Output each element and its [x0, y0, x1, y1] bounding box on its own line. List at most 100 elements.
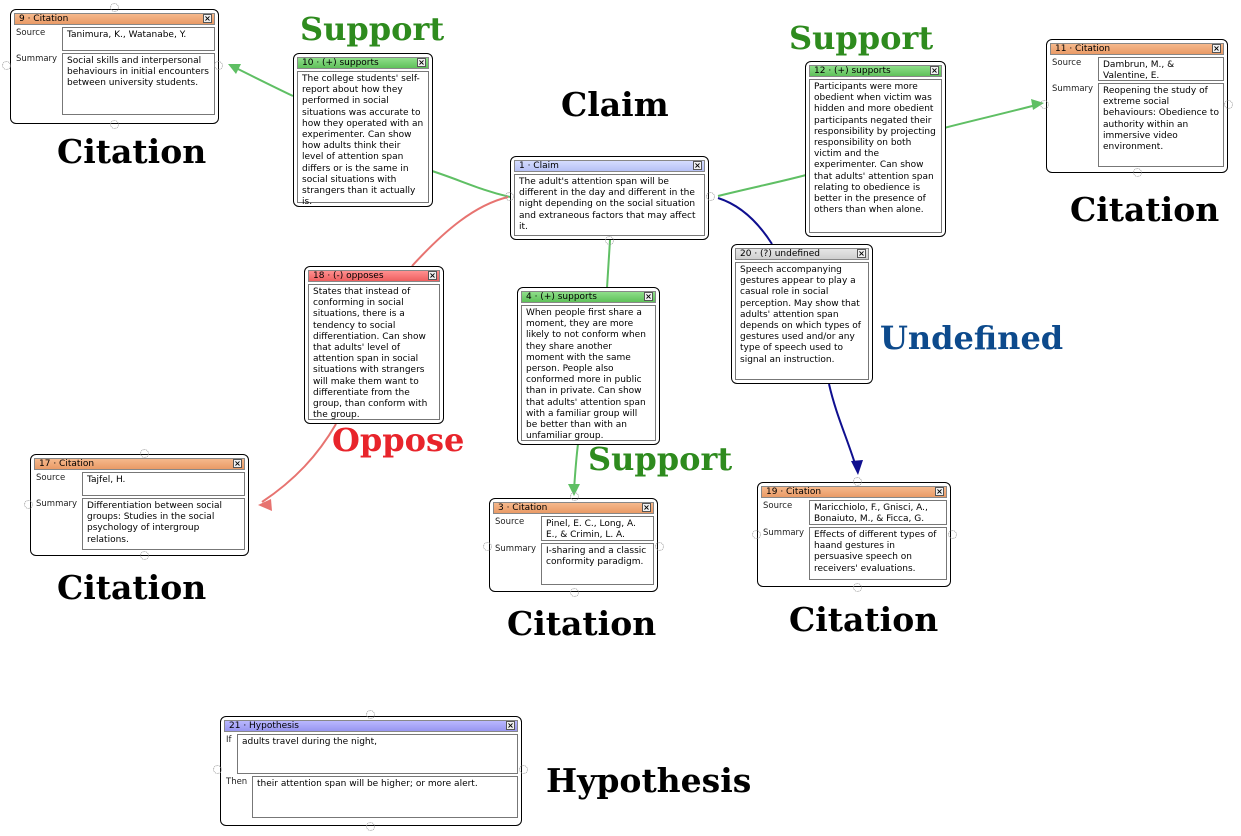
connector-handle-icon[interactable] — [366, 710, 375, 719]
node-header-1[interactable]: 1 · Claim × — [514, 160, 705, 172]
summary-field[interactable]: Differentiation between social groups: S… — [82, 498, 245, 550]
source-field[interactable]: Tanimura, K., Watanabe, Y. — [62, 27, 215, 51]
edge-support-4-to-3[interactable] — [573, 443, 579, 491]
claim-node-1[interactable]: 1 · Claim × The adult's attention span w… — [510, 156, 709, 240]
node-text-18[interactable]: States that instead of conforming in soc… — [308, 284, 440, 420]
node-header-20[interactable]: 20 · (?) undefined × — [735, 248, 869, 260]
citation-label: Citation — [57, 132, 207, 171]
node-header-19[interactable]: 19 · Citation × — [761, 486, 947, 498]
node-header-9[interactable]: 9 · Citation × — [14, 13, 215, 25]
claim-label: Claim — [561, 85, 669, 124]
connector-handle-icon[interactable] — [948, 530, 957, 539]
connector-handle-icon[interactable] — [853, 477, 862, 486]
connector-handle-icon[interactable] — [752, 530, 761, 539]
connector-handle-icon[interactable] — [24, 500, 33, 509]
support-node-10[interactable]: 10 · (+) supports × The college students… — [293, 53, 433, 207]
edge-undefined-1-to-20[interactable] — [717, 197, 773, 245]
edge-support-12-to-11[interactable] — [943, 103, 1041, 129]
close-icon[interactable]: × — [857, 249, 866, 258]
node-text-10[interactable]: The college students' self-report about … — [297, 71, 429, 207]
arrowhead-support-11 — [1031, 99, 1044, 110]
close-icon[interactable]: × — [417, 58, 426, 67]
support-node-4[interactable]: 4 · (+) supports × When people first sha… — [517, 287, 660, 445]
close-icon[interactable]: × — [644, 292, 653, 301]
source-field[interactable]: Dambrun, M., & Valentine, E. — [1098, 57, 1224, 81]
close-icon[interactable]: × — [935, 487, 944, 496]
node-header-21[interactable]: 21 · Hypothesis × — [224, 720, 518, 732]
summary-label: Summary — [1052, 84, 1094, 94]
summary-field[interactable]: Reopening the study of extreme social be… — [1098, 83, 1224, 167]
citation-node-19[interactable]: 19 · Citation × Source Maricchiolo, F., … — [757, 482, 951, 587]
edge-undefined-20-to-19[interactable] — [828, 383, 858, 471]
close-icon[interactable]: × — [203, 14, 212, 23]
close-icon[interactable]: × — [642, 503, 651, 512]
hypothesis-node-21[interactable]: 21 · Hypothesis × If adults travel durin… — [220, 716, 522, 826]
support-node-12[interactable]: 12 · (+) supports × Participants were mo… — [805, 61, 946, 237]
connector-handle-icon[interactable] — [483, 542, 492, 551]
close-icon[interactable]: × — [428, 271, 437, 280]
edge-support-10-to-9[interactable] — [231, 65, 294, 97]
undefined-node-20[interactable]: 20 · (?) undefined × Speech accompanying… — [731, 244, 873, 384]
close-icon[interactable]: × — [1212, 44, 1221, 53]
connector-handle-icon[interactable] — [605, 236, 614, 245]
edge-oppose-18-to-17[interactable] — [261, 423, 337, 503]
edge-support-1-to-4[interactable] — [606, 239, 611, 289]
node-header-18[interactable]: 18 · (-) opposes × — [308, 270, 440, 282]
citation-node-9[interactable]: 9 · Citation × Source Tanimura, K., Wata… — [10, 9, 219, 124]
connector-handle-icon[interactable] — [519, 765, 528, 774]
node-text-4[interactable]: When people first share a moment, they a… — [521, 305, 656, 441]
node-header-3[interactable]: 3 · Citation × — [493, 502, 654, 514]
connector-handle-icon[interactable] — [853, 583, 862, 592]
connector-handle-icon[interactable] — [213, 765, 222, 774]
node-header-11[interactable]: 11 · Citation × — [1050, 43, 1224, 55]
node-header-10[interactable]: 10 · (+) supports × — [297, 57, 429, 69]
source-field[interactable]: Tajfel, H. — [82, 472, 245, 496]
edge-support-1-to-12[interactable] — [717, 174, 807, 197]
connector-handle-icon[interactable] — [1133, 168, 1142, 177]
connector-handle-icon[interactable] — [110, 120, 119, 129]
summary-field[interactable]: Social skills and interpersonal behaviou… — [62, 53, 215, 115]
oppose-node-18[interactable]: 18 · (-) opposes × States that instead o… — [304, 266, 444, 424]
node-text-20[interactable]: Speech accompanying gestures appear to p… — [735, 262, 869, 380]
summary-field[interactable]: Effects of different types of haand gest… — [809, 527, 947, 580]
node-title-18: 18 · (-) opposes — [313, 271, 384, 281]
connector-handle-icon[interactable] — [214, 61, 223, 70]
edge-support-1-to-10[interactable] — [431, 170, 511, 198]
connector-handle-icon[interactable] — [140, 551, 149, 560]
citation-node-11[interactable]: 11 · Citation × Source Dambrun, M., & Va… — [1046, 39, 1228, 173]
then-label: Then — [226, 777, 248, 787]
connector-handle-icon[interactable] — [110, 3, 119, 12]
connector-handle-icon[interactable] — [505, 192, 514, 201]
close-icon[interactable]: × — [506, 721, 515, 730]
connector-handle-icon[interactable] — [1224, 100, 1233, 109]
node-header-4[interactable]: 4 · (+) supports × — [521, 291, 656, 303]
connector-handle-icon[interactable] — [2, 61, 11, 70]
source-field[interactable]: Maricchiolo, F., Gnisci, A., Bonaiuto, M… — [809, 500, 947, 525]
connector-handle-icon[interactable] — [655, 542, 664, 551]
connector-handle-icon[interactable] — [366, 822, 375, 831]
citation-node-3[interactable]: 3 · Citation × Source Pinel, E. C., Long… — [489, 498, 658, 592]
node-text-1[interactable]: The adult's attention span will be diffe… — [514, 174, 705, 236]
then-field[interactable]: their attention span will be higher; or … — [252, 776, 518, 818]
connector-handle-icon[interactable] — [570, 588, 579, 597]
connector-handle-icon[interactable] — [1040, 100, 1049, 109]
connector-handle-icon[interactable] — [140, 449, 149, 458]
connector-handle-icon[interactable] — [706, 192, 715, 201]
close-icon[interactable]: × — [233, 459, 242, 468]
hypothesis-label: Hypothesis — [546, 761, 752, 800]
if-field[interactable]: adults travel during the night, — [237, 734, 518, 774]
citation-node-17[interactable]: 17 · Citation × Source Tajfel, H. Summar… — [30, 454, 249, 556]
node-text-12[interactable]: Participants were more obedient when vic… — [809, 79, 942, 233]
node-header-12[interactable]: 12 · (+) supports × — [809, 65, 942, 77]
summary-label: Summary — [495, 544, 537, 554]
node-title-10: 10 · (+) supports — [302, 58, 379, 68]
close-icon[interactable]: × — [693, 161, 702, 170]
source-label: Source — [16, 28, 46, 38]
oppose-label: Oppose — [332, 421, 465, 459]
source-field[interactable]: Pinel, E. C., Long, A. E., & Crimin, L. … — [541, 516, 654, 541]
edge-oppose-1-to-18[interactable] — [411, 196, 509, 267]
summary-field[interactable]: I-sharing and a classic conformity parad… — [541, 543, 654, 585]
connector-handle-icon[interactable] — [570, 492, 579, 501]
node-header-17[interactable]: 17 · Citation × — [34, 458, 245, 470]
close-icon[interactable]: × — [930, 66, 939, 75]
